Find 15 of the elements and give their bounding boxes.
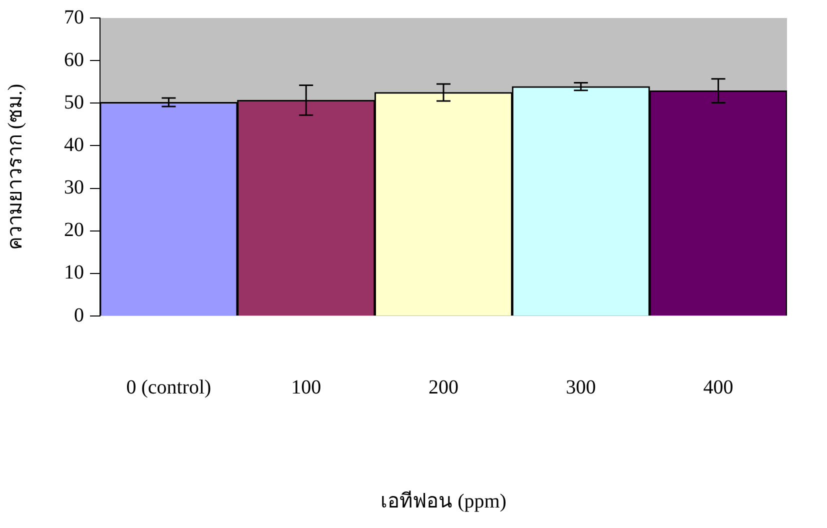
y-tick-label: 10 — [64, 262, 84, 284]
y-tick-label: 20 — [64, 219, 84, 242]
y-axis-title: ความยาวราก (ซม.) — [4, 84, 26, 250]
x-tick-label: 200 — [428, 376, 458, 398]
y-tick-label: 0 — [74, 304, 84, 326]
x-tick-label: 100 — [291, 376, 322, 398]
y-tick-label: 60 — [64, 48, 84, 71]
y-tick-label: 30 — [64, 176, 84, 199]
x-tick-label: 300 — [566, 376, 596, 398]
y-tick-label: 40 — [64, 134, 84, 156]
y-tick-label: 50 — [64, 91, 84, 114]
x-tick-label: 0 (control) — [126, 376, 212, 398]
x-axis-title: เอทีฟอน (ppm) — [380, 490, 506, 512]
y-tick-label: 70 — [64, 6, 84, 28]
x-tick-label: 400 — [703, 376, 734, 398]
